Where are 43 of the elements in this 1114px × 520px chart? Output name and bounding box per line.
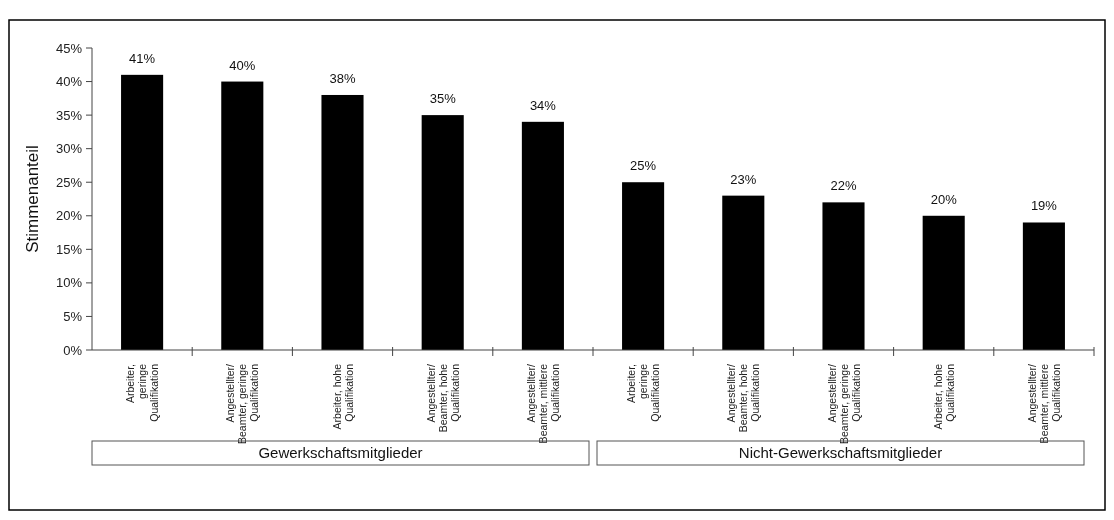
y-tick-label: 5% — [63, 308, 83, 324]
x-tick-label: Angestellter/ Beamter, geringe Qualifikation — [825, 363, 862, 444]
data-label: 34% — [529, 97, 557, 113]
data-label: 19% — [1030, 198, 1058, 214]
x-tick-label: Arbeiter, hohe Qualifikation — [330, 363, 355, 430]
data-label: 23% — [730, 171, 757, 187]
y-tick-label: 25% — [55, 174, 83, 190]
x-tick-label: Angestellter/ Beamter, geringe Qualifikation — [224, 363, 261, 444]
data-label: 35% — [429, 91, 457, 107]
data-label: 20% — [930, 191, 958, 207]
x-tick-label: Angestellter/ Beamter, hohe Qualifikation — [725, 363, 762, 433]
y-tick-label: 20% — [55, 208, 83, 224]
y-tick-label: 15% — [55, 241, 83, 257]
y-tick-label: 35% — [55, 107, 83, 123]
data-label: 40% — [229, 57, 256, 73]
data-label: 38% — [329, 70, 356, 86]
y-tick-label: 0% — [63, 342, 83, 358]
bar — [421, 115, 464, 350]
bar — [722, 195, 765, 350]
bar — [221, 81, 264, 350]
bar — [521, 121, 564, 350]
y-tick-label: 45% — [55, 40, 83, 56]
x-tick-label: Angestellter/ Beamter, hohe Qualifikation — [424, 363, 461, 433]
y-axis-title: Stimmenanteil — [23, 145, 42, 253]
y-tick-label: 30% — [55, 141, 83, 157]
data-label: 22% — [830, 178, 857, 194]
x-tick-label: Arbeiter, geringe Qualifikation — [124, 363, 161, 422]
bar — [622, 182, 665, 350]
bar — [922, 215, 965, 350]
data-label: 41% — [129, 50, 156, 66]
bar — [822, 202, 865, 350]
x-tick-label: Arbeiter, hohe Qualifikation — [931, 363, 956, 430]
bar — [1022, 222, 1065, 350]
text: Nicht-Gewerkschaftsmitglieder — [738, 444, 943, 462]
bar — [321, 94, 364, 350]
x-tick-label: Arbeiter, geringe Qualifikation — [625, 363, 662, 422]
x-tick-label: Angestellter/ Beamter, mittlere Qualifikation — [1025, 363, 1062, 444]
text: Gewerkschaftsmitglieder — [258, 444, 423, 462]
data-label: 25% — [630, 158, 657, 174]
y-tick-label: 40% — [55, 74, 83, 90]
bar — [121, 74, 164, 350]
y-tick-label: 10% — [55, 275, 83, 291]
x-tick-label: Angestellter/ Beamter, mittlere Qualifikation — [524, 363, 561, 444]
